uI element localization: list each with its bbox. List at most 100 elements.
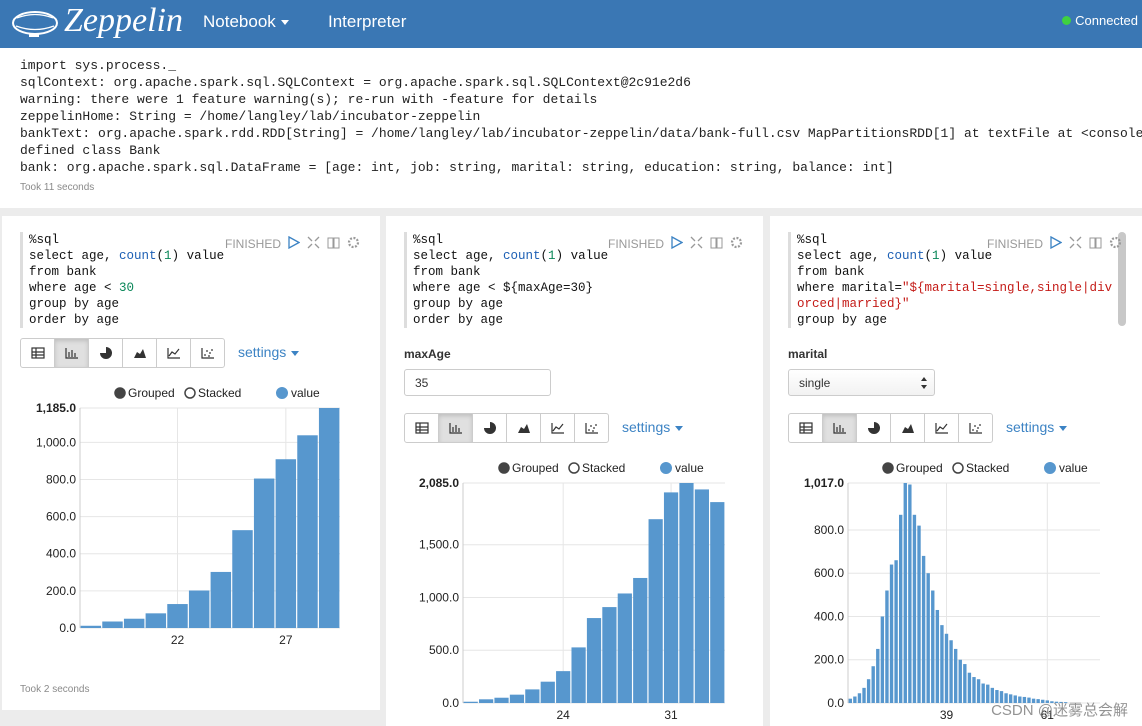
control-book[interactable]	[710, 236, 723, 249]
chart-type-button[interactable]	[157, 339, 191, 367]
chart-type-button[interactable]	[857, 414, 891, 442]
code-token: count	[887, 249, 925, 263]
icon-shape	[690, 236, 703, 249]
code-line: group by age	[797, 313, 888, 327]
settings-toggle[interactable]: settings	[1006, 419, 1068, 435]
chart-type-icon	[550, 423, 564, 434]
icon-shape	[799, 423, 812, 433]
code-line: select age, count(1) value	[413, 249, 609, 263]
control-hide[interactable]	[690, 236, 703, 249]
control-hide[interactable]	[307, 236, 320, 249]
select-arrows	[921, 377, 927, 389]
menu-interpreter[interactable]: Interpreter	[328, 12, 407, 31]
icon-shape	[594, 424, 597, 426]
chart-type-button[interactable]	[507, 414, 541, 442]
bar	[862, 687, 866, 703]
bar	[857, 693, 862, 703]
chart-type-button[interactable]	[439, 414, 473, 442]
y-tick-label: 600.0	[814, 566, 844, 580]
chart-type-button[interactable]	[89, 339, 123, 367]
icon-shape	[99, 347, 112, 359]
control-gear[interactable]	[730, 236, 743, 249]
y-tick-label: 400.0	[46, 547, 76, 561]
output-line: zeppelinHome: String = /home/langley/lab…	[20, 109, 481, 124]
bar	[921, 555, 926, 703]
x-tick-label: 31	[664, 708, 678, 722]
icon-shape	[798, 422, 813, 434]
bar	[908, 484, 912, 703]
chart-type-button[interactable]	[473, 414, 507, 442]
menu-label: Notebook	[203, 12, 276, 31]
chart-type-button[interactable]	[575, 414, 608, 442]
control-book[interactable]	[327, 236, 340, 249]
chart-type-button[interactable]	[405, 414, 439, 442]
chart-type-button[interactable]	[123, 339, 157, 367]
menu-notebook[interactable]: Notebook	[203, 12, 289, 32]
bar	[958, 659, 962, 703]
chart-type-button[interactable]	[55, 339, 89, 367]
settings-toggle[interactable]: settings	[622, 419, 684, 435]
bar	[912, 514, 917, 703]
control-run[interactable]	[670, 236, 683, 249]
chart-type-button[interactable]	[925, 414, 959, 442]
icon-shape	[307, 236, 320, 249]
chart-type-button[interactable]	[959, 414, 992, 442]
chart-type-icon	[867, 422, 880, 434]
legend-control-marker	[184, 387, 196, 399]
paragraph-controls	[287, 236, 360, 249]
code-line: from bank	[797, 265, 865, 279]
status: FINISHED	[986, 237, 1043, 251]
chart-type-button[interactable]	[891, 414, 925, 442]
control-gear[interactable]	[1109, 236, 1122, 249]
control-book[interactable]	[1089, 236, 1102, 249]
code-line: %sql	[797, 233, 828, 247]
bar	[602, 607, 617, 703]
bar	[253, 478, 275, 628]
y-tick-label: 800.0	[814, 523, 844, 537]
code-line: group by age	[29, 297, 120, 311]
chart-toolbar	[404, 413, 609, 443]
watermark: CSDN @迷雾总会解	[991, 702, 1128, 719]
x-tick-label: 27	[279, 633, 293, 647]
brand[interactable]: Zeppelin	[64, 2, 183, 39]
settings-label: settings	[1006, 419, 1055, 435]
bar	[679, 483, 694, 703]
control-hide[interactable]	[1069, 236, 1082, 249]
chart-type-icon	[832, 423, 846, 434]
param-select[interactable]: single	[788, 369, 935, 396]
icon-shape	[867, 422, 880, 434]
chart-type-button[interactable]	[823, 414, 857, 442]
icon-shape	[415, 423, 428, 433]
legend-control-label: Grouped	[128, 386, 175, 400]
code-editor: %sql select age, count(1) value from bank w…	[788, 232, 1117, 328]
chart-type-button[interactable]	[21, 339, 55, 367]
y-tick-label: 0.0	[827, 696, 844, 710]
status: FINISHED	[224, 237, 281, 251]
bar	[297, 435, 318, 628]
legend-control-label: Grouped	[512, 461, 559, 475]
control-run[interactable]	[1049, 236, 1062, 249]
y-tick-label: 400.0	[814, 609, 844, 623]
code-token: count	[119, 249, 157, 263]
chart-type-button[interactable]	[541, 414, 575, 442]
chart-type-button[interactable]	[191, 339, 224, 367]
control-run[interactable]	[287, 236, 300, 249]
bar	[663, 492, 679, 703]
param-input[interactable]: 35	[404, 369, 551, 396]
settings-toggle[interactable]: settings	[238, 344, 300, 360]
control-gear[interactable]	[347, 236, 360, 249]
navbar: Zeppelin Notebook Interpreter Connected	[0, 0, 1142, 48]
code-line: select age, count(1) value	[29, 249, 225, 263]
bar	[903, 483, 907, 703]
y-tick-label: 500.0	[429, 643, 459, 657]
paragraph: %sql select age, count(1) value from bank w…	[2, 216, 380, 710]
bar	[880, 616, 885, 703]
bar	[102, 621, 123, 628]
legend-label: value	[1059, 461, 1088, 475]
param-label: maxAge	[404, 347, 451, 361]
logo	[12, 11, 58, 37]
chart-type-button[interactable]	[789, 414, 823, 442]
legend-control-marker	[882, 462, 894, 474]
icon-shape	[347, 236, 360, 249]
